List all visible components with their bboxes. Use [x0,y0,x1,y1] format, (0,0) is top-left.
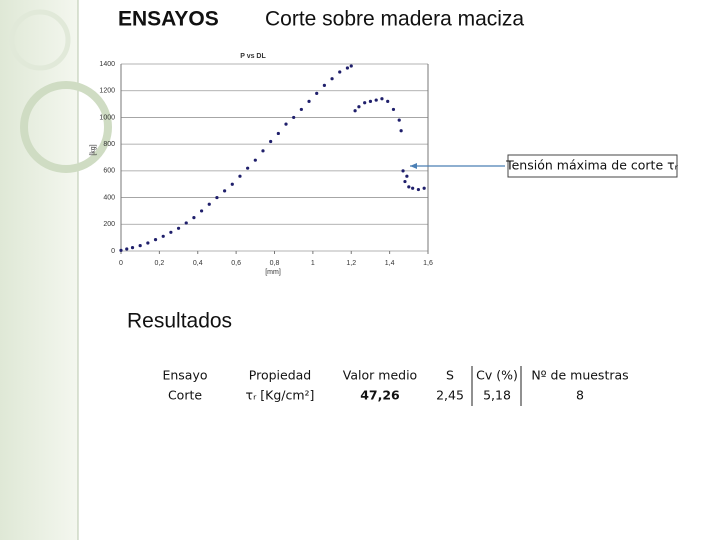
annotation: Tensión máxima de corte τᵣ [505,158,679,173]
point [405,174,409,178]
point [380,97,384,101]
table-header: S [446,368,454,383]
y-tick-label: 600 [103,168,115,175]
point [368,99,373,103]
point [125,247,129,251]
point [307,99,311,103]
y-tick-label: 1200 [99,88,115,95]
point [363,101,367,105]
x-tick-label: 0,6 [231,260,241,267]
point [176,226,181,230]
plot: 0 200 400 600 800 1000 1200 1400 0 0,2 0,4 0,6 0,8 1 1… [99,61,433,267]
x-tick-label: 0,2 [155,260,165,267]
table-cell: 5,18 [483,388,511,403]
point [411,186,415,190]
point [292,115,296,120]
point [299,107,303,112]
deco-circle [20,81,112,173]
table-cell: 8 [576,388,584,403]
point [276,131,280,136]
point [169,230,173,234]
table-header: Ensayo [162,368,207,383]
title: ENSAYOS [118,8,219,31]
table-cell: 47,26 [360,388,400,403]
point [130,246,135,250]
arrow-head [410,163,417,169]
point [146,241,150,245]
point [422,186,426,190]
point [223,189,227,193]
subtitle: Corte sobre madera maciza [265,8,524,31]
y-tick-label: 1400 [99,61,115,68]
point [397,118,401,122]
point [391,107,396,112]
table-header: Valor medio [343,368,417,383]
point [153,238,158,242]
table-cell: τᵣ [Kg/cm²] [246,388,315,403]
point [269,139,273,144]
x-tick-label: 1,4 [385,260,395,267]
x-axis-label: [mm] [265,269,281,276]
point [322,83,326,87]
x-tick-label: 0,4 [193,260,203,267]
x-tick-label: 0,8 [270,260,280,267]
point [399,129,403,133]
y-axis-label: [kg] [90,144,97,155]
point [315,91,319,95]
table-cell: Corte [168,388,202,403]
point [192,216,196,220]
point [230,182,234,186]
deco-circle [9,9,71,71]
x-tick-label: 1,6 [423,260,433,267]
point [349,64,353,68]
point [199,209,204,213]
point [138,244,142,248]
table-header: Cv (%) [476,368,518,383]
table-header: Propiedad [249,368,311,383]
y-tick-label: 1000 [99,114,115,121]
point [119,248,123,252]
point [184,221,188,225]
point [401,169,405,173]
side-strip [0,0,78,540]
point [253,158,257,162]
table-header: Nº de muestras [531,368,628,383]
point [407,185,411,189]
point [353,109,357,113]
chart-title: P vs DL [240,53,266,60]
y-tick-label: 400 [103,194,115,201]
point [374,98,378,102]
point [207,202,211,206]
y-tick-label: 800 [103,141,115,148]
table-cell: 2,45 [436,388,464,403]
table: Ensayo Propiedad Valor medio S Cv (%) Nº de m… [162,368,628,403]
point [416,187,421,192]
point [215,195,219,200]
point [403,179,407,184]
section-label: Resultados [127,310,232,333]
point [238,174,242,178]
point [246,166,250,170]
y-tick-label: 0 [111,248,115,255]
point [330,77,334,81]
point [161,234,165,238]
x-tick-label: 0 [119,260,123,267]
point [345,66,350,70]
point [261,149,265,153]
x-tick-label: 1 [311,260,315,267]
point [338,70,342,74]
point [386,99,390,103]
x-tick-label: 1,2 [346,260,356,267]
point [357,105,361,109]
annotation-box [507,154,678,178]
y-tick-label: 200 [103,221,115,228]
point [284,122,288,126]
